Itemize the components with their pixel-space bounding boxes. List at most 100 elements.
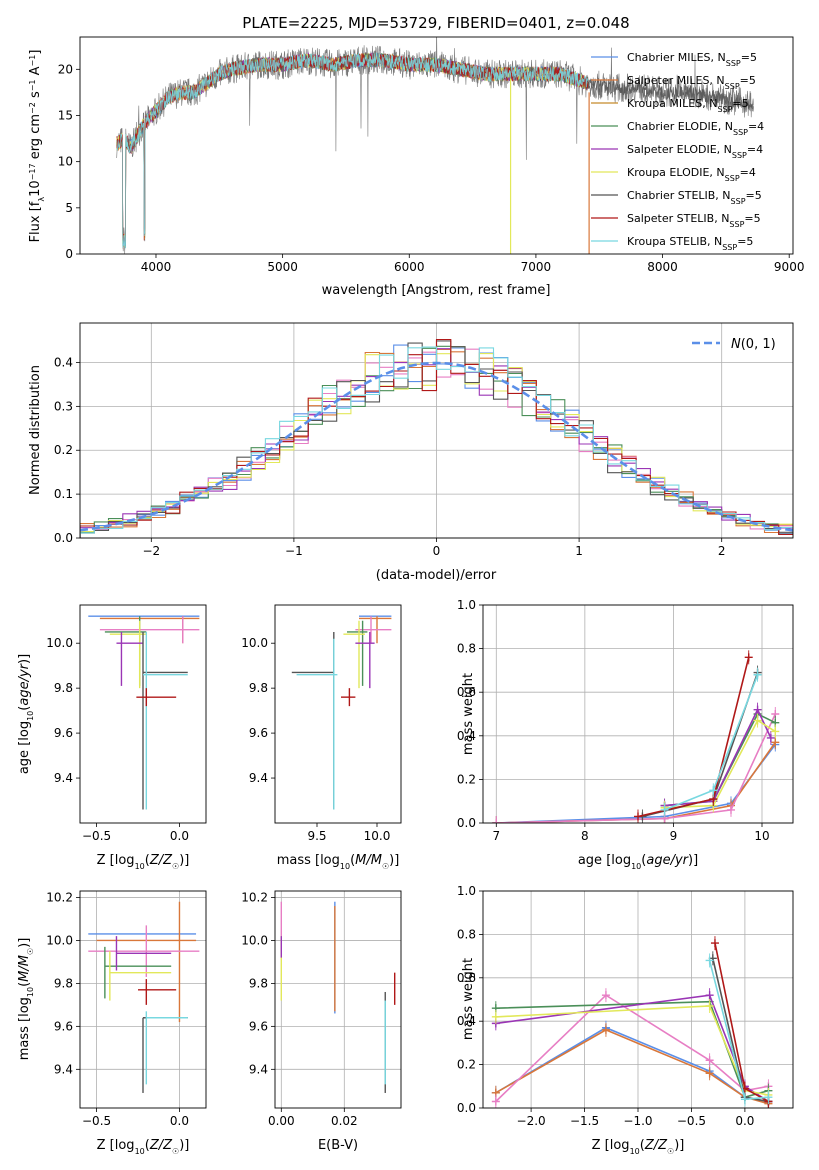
axes-frame [274,604,402,824]
y-tick-label: 1.0 [457,884,476,898]
plot-massweight_vs_Z [491,936,773,1108]
x-tick-label: 5000 [267,260,298,274]
series-line [664,719,776,809]
model-spectrum-line [116,52,589,247]
x-tick-label: 4000 [141,260,172,274]
x-tick-label: −2.0 [517,1114,546,1128]
x-tick-label: −0.5 [82,829,111,843]
model-spectrum-line [116,52,589,248]
x-tick-label: 0.0 [170,1114,189,1128]
y-tick-label: 5 [65,201,73,215]
x-axis-label: (data-model)/error [376,568,497,583]
x-tick-label: 0.0 [735,1114,754,1128]
model-spectrum-line [116,52,589,248]
x-tick-label: 0.0 [170,829,189,843]
y-tick-label: 9.8 [249,976,268,990]
x-tick-label: 7000 [521,260,552,274]
x-tick-label: 6000 [394,260,425,274]
legend-label: Kroupa MILES, NSSP=5 [627,97,749,114]
legend-label: Chabrier MILES, NSSP=5 [627,51,757,68]
legend-label: Kroupa STELIB, NSSP=5 [627,235,753,252]
y-tick-label: 0.4 [54,355,73,369]
x-tick-label: −1.5 [570,1114,599,1128]
spectrum-legend: Chabrier MILES, NSSP=5 Salpeter MILES, NS… [591,51,764,252]
y-tick-label: 0.2 [54,443,73,457]
histogram-step [80,346,793,538]
x-tick-label: 10 [754,829,769,843]
y-tick-label: 10.0 [46,933,73,947]
panel-mass_vs_ebv: 0.00 0.02 9.4 9.6 9.8 10.0 10.2 E(B-V) [241,890,402,1153]
plot-mass_vs_Z [88,901,200,1093]
series-line [496,744,776,823]
plot-mass_vs_ebv [280,901,396,1093]
axes-frame [79,36,794,255]
legend-label: N(0, 1) [731,337,776,352]
y-tick-label: 0.6 [457,971,476,985]
y-tick-label: 0.0 [457,816,476,830]
y-tick-label: 0.4 [457,729,476,743]
y-axis-label: mass weight [461,673,476,755]
x-tick-label: 0.00 [268,1114,295,1128]
plot-spectrum [116,37,754,254]
y-tick-label: 9.4 [54,1062,73,1076]
x-tick-label: 0 [433,544,441,558]
series-line [496,741,776,823]
legend-label: Kroupa ELODIE, NSSP=4 [627,166,756,183]
x-tick-label: −2 [142,544,160,558]
x-tick-label: 0.02 [331,1114,358,1128]
series-line [495,994,769,1103]
y-tick-label: 20 [58,62,73,76]
y-tick-label: 9.4 [54,771,73,785]
x-tick-label: −1.0 [623,1114,652,1128]
x-tick-label: 8000 [647,260,678,274]
y-tick-label: 0.1 [54,487,73,501]
axes-frame [79,604,207,824]
y-axis-label: Flux [fλ10−17 erg cm−2 s−1 A−1] [28,50,46,243]
y-tick-label: 9.8 [54,976,73,990]
x-tick-label: 9.5 [307,829,326,843]
model-spectrum-line [116,52,589,248]
y-tick-label: 9.6 [249,726,268,740]
axes-frame [482,604,794,824]
x-tick-label: −1 [285,544,303,558]
y-axis-label: mass weight [461,958,476,1040]
y-tick-label: 9.4 [249,771,268,785]
legend-label: Salpeter STELIB, NSSP=5 [627,212,761,229]
y-tick-label: 0.4 [457,1014,476,1028]
axes-frame [79,322,794,539]
y-tick-label: 0 [65,247,73,261]
x-axis-label: mass [log10(M/M☉)] [277,853,400,871]
y-tick-label: 1.0 [457,598,476,612]
y-tick-label: 9.6 [54,1019,73,1033]
axes-frame [274,890,402,1109]
x-tick-label: −0.5 [82,1114,111,1128]
x-tick-label: 8 [581,829,589,843]
y-tick-label: 0.0 [457,1101,476,1115]
panel-massweight_vs_age: 7 8 9 10 0.0 0.2 0.4 0.6 0.8 1.0 age [log10(age/yr… [457,598,794,871]
y-tick-label: 15 [58,108,73,122]
y-axis-label: mass [log10(M/M☉)] [17,938,35,1061]
x-tick-label: 2 [718,544,726,558]
panel-residuals: −2 −1 0 1 2 0.0 0.1 0.2 0.3 0.4 N(0, 1) (data-model… [28,322,794,583]
y-tick-label: 0.8 [457,642,476,656]
y-tick-label: 9.6 [249,1019,268,1033]
plot-age_vs_Z [88,615,200,810]
grid-massweight_vs_age [483,604,793,824]
x-tick-label: 10.0 [364,829,391,843]
x-axis-label: Z [log10(Z/Z☉)] [592,1138,685,1156]
y-tick-label: 0.2 [457,1058,476,1072]
model-spectrum-line [116,52,589,249]
y-tick-label: 9.6 [54,726,73,740]
panel-age_vs_Z: −0.5 0.0 9.4 9.6 9.8 10.0 Z [log10(Z/Z☉)] age [… [17,604,207,871]
grid-massweight_vs_Z [483,890,793,1109]
legend-label: Salpeter MILES, NSSP=5 [627,74,756,91]
x-axis-label: wavelength [Angstrom, rest frame] [322,283,551,298]
legend-label: Salpeter ELODIE, NSSP=4 [627,143,763,160]
x-tick-label: −0.5 [677,1114,706,1128]
axes-frame [79,890,207,1109]
plot-age_vs_mass [291,615,392,810]
series-line [637,657,750,818]
legend-label: Chabrier ELODIE, NSSP=4 [627,120,764,137]
panel-spectrum: 4000 5000 6000 7000 8000 9000 0 5 10 15 20 Chabrier… [28,36,804,298]
x-axis-label: E(B-V) [318,1138,358,1153]
